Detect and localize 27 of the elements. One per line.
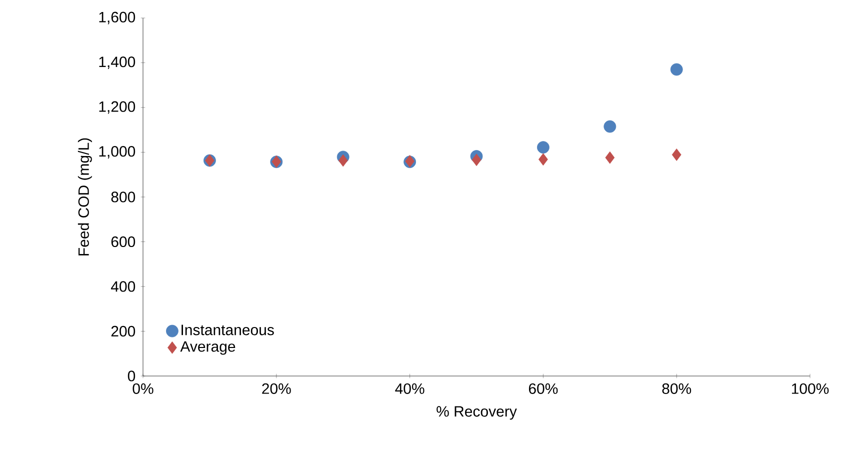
x-tick-label: 100% <box>792 383 829 394</box>
legend-label: Average <box>180 341 236 355</box>
point <box>670 63 683 76</box>
y-tick-label: 200 <box>111 326 136 337</box>
y-axis-title: Feed COD (mg/L) <box>78 138 92 256</box>
x-tick-label: 0% <box>132 383 154 394</box>
y-tick-label: 600 <box>111 236 136 248</box>
x-tick-label: 60% <box>528 383 558 394</box>
point <box>537 141 550 154</box>
y-tick-label: 400 <box>110 281 136 292</box>
y-tick-label: 1,200 <box>99 101 136 114</box>
y-tick-label: 1,400 <box>99 56 136 69</box>
point <box>672 148 682 161</box>
x-tick-label: 80% <box>662 383 692 394</box>
point <box>605 151 615 164</box>
x-axis-title: % Recovery <box>436 406 517 420</box>
y-tick-label: 1,600 <box>99 12 136 24</box>
point <box>604 120 616 133</box>
y-tick-label: 0 <box>128 370 136 382</box>
y-tick-label: 800 <box>111 192 136 202</box>
x-tick-label: 40% <box>395 383 424 394</box>
point <box>538 153 548 166</box>
legend-label: Instantaneous <box>182 324 274 336</box>
point <box>338 154 348 167</box>
y-tick-label: 1,000 <box>99 146 136 158</box>
x-tick-label: 20% <box>262 383 291 394</box>
point <box>472 154 482 166</box>
